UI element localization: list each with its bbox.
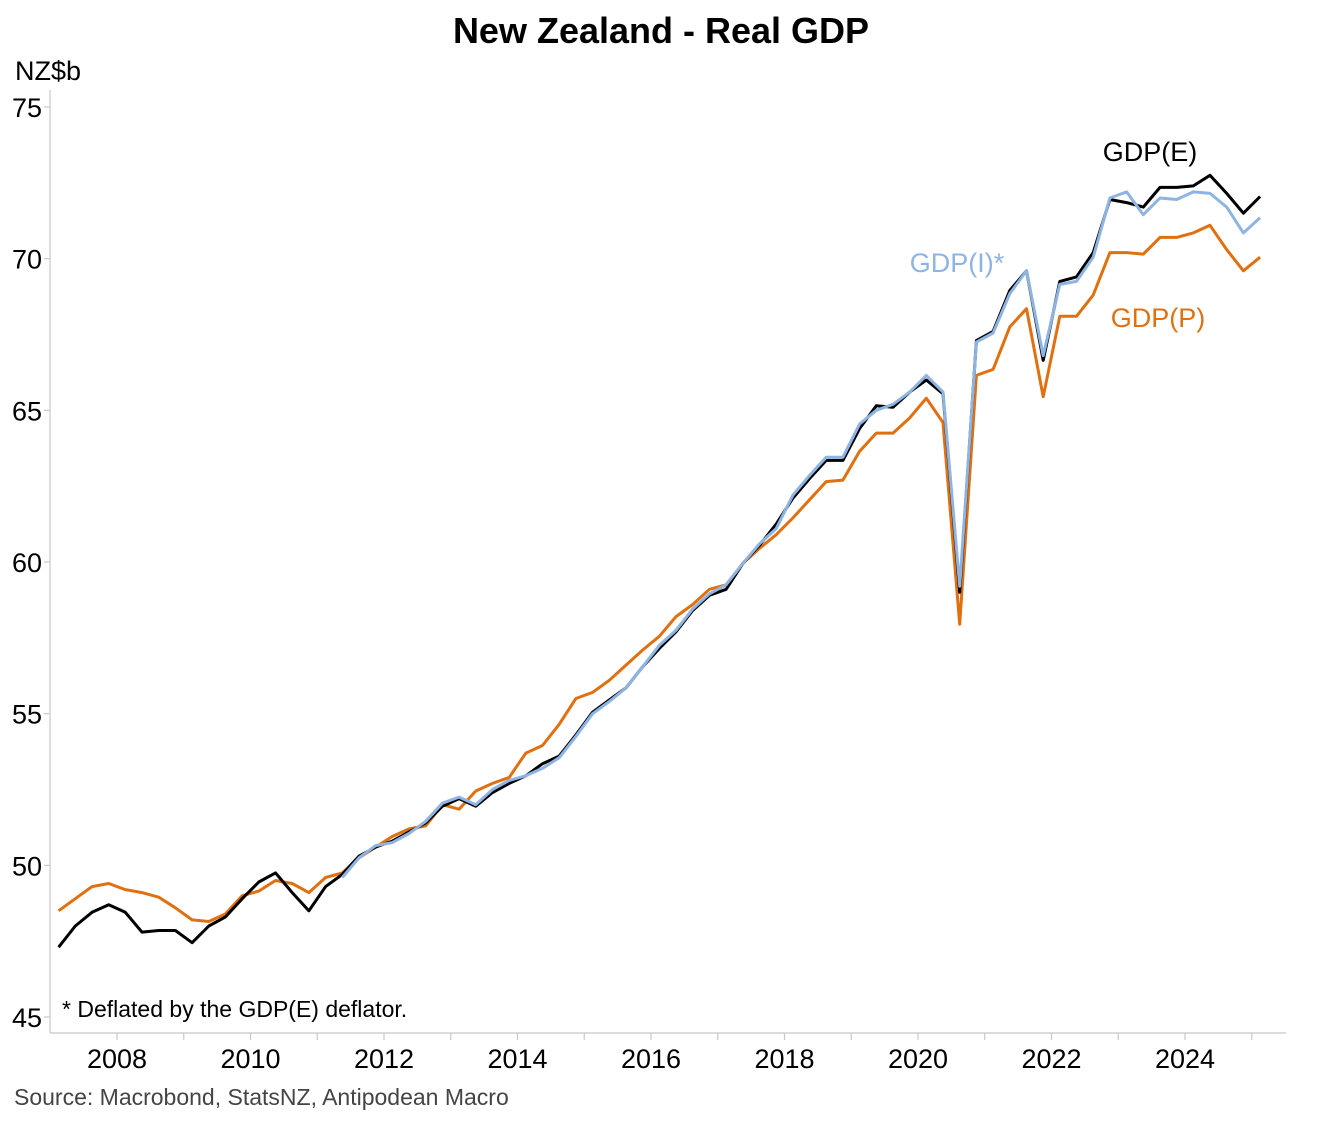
series-label-gdp-i: GDP(I)* [910, 248, 1005, 278]
x-tick-label: 2022 [1021, 1044, 1081, 1074]
y-tick-label: 50 [12, 851, 42, 881]
y-tick-label: 60 [12, 548, 42, 578]
y-axis-unit-label: NZ$b [15, 56, 81, 86]
x-tick-label: 2020 [888, 1044, 948, 1074]
x-axis-ticks: 2008 2010 2012 2014 2016 2018 2020 2022 2024 [87, 1033, 1253, 1074]
x-tick-label: 2024 [1155, 1044, 1215, 1074]
x-tick-label: 2014 [487, 1044, 547, 1074]
x-tick-label: 2016 [621, 1044, 681, 1074]
y-tick-label: 55 [12, 700, 42, 730]
y-tick-label: 65 [12, 396, 42, 426]
y-tick-label: 45 [12, 1003, 42, 1033]
x-tick-label: 2010 [220, 1044, 280, 1074]
series-label-gdp-e: GDP(E) [1103, 137, 1198, 167]
x-tick-label: 2018 [754, 1044, 814, 1074]
x-tick-label: 2012 [354, 1044, 414, 1074]
chart-title: New Zealand - Real GDP [453, 10, 869, 51]
footnote: * Deflated by the GDP(E) deflator. [62, 996, 407, 1022]
y-tick-label: 70 [12, 245, 42, 275]
source-note: Source: Macrobond, StatsNZ, Antipodean M… [14, 1084, 509, 1110]
series-lines [57, 173, 1262, 949]
y-axis-ticks: 45 50 55 60 65 70 75 [12, 93, 50, 1033]
series-line-gdp-e [57, 173, 1262, 949]
series-line-gdp-i [341, 190, 1262, 879]
series-label-gdp-p: GDP(P) [1111, 303, 1206, 333]
y-tick-label: 75 [12, 93, 42, 123]
x-tick-label: 2008 [87, 1044, 147, 1074]
series-line-gdp-p [57, 223, 1262, 923]
